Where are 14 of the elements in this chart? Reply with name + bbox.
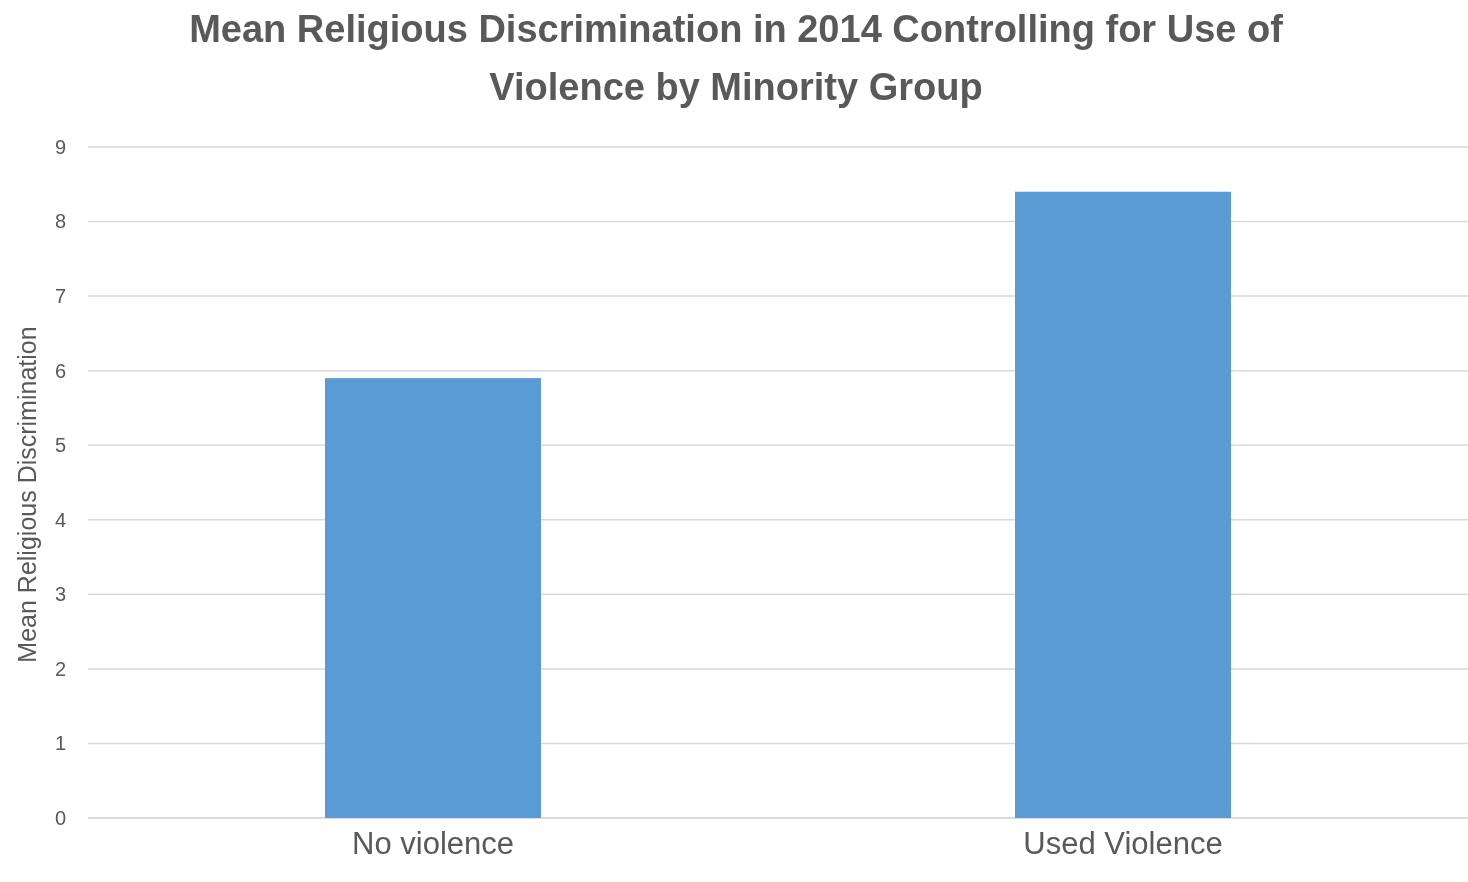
y-tick-label: 7 [54, 285, 66, 308]
y-tick-label: 1 [54, 732, 66, 755]
y-tick-label: 8 [54, 210, 66, 233]
y-tick-label: 6 [54, 359, 66, 382]
y-tick-label: 4 [54, 508, 66, 531]
y-axis-title: Mean Religious Discrimination [13, 326, 41, 663]
y-tick-label: 5 [54, 434, 66, 457]
y-tick-label: 0 [54, 806, 66, 829]
y-tick-label: 9 [54, 135, 66, 158]
chart-title: Mean Religious Discrimination in 2014 Controlling for Use of Violence by Minority Group [189, 8, 1284, 108]
y-tick-label: 2 [54, 657, 66, 680]
y-tick-label: 3 [54, 583, 66, 606]
x-tick-label: No violence [352, 826, 514, 862]
x-tick-label: Used Violence [1023, 826, 1223, 862]
